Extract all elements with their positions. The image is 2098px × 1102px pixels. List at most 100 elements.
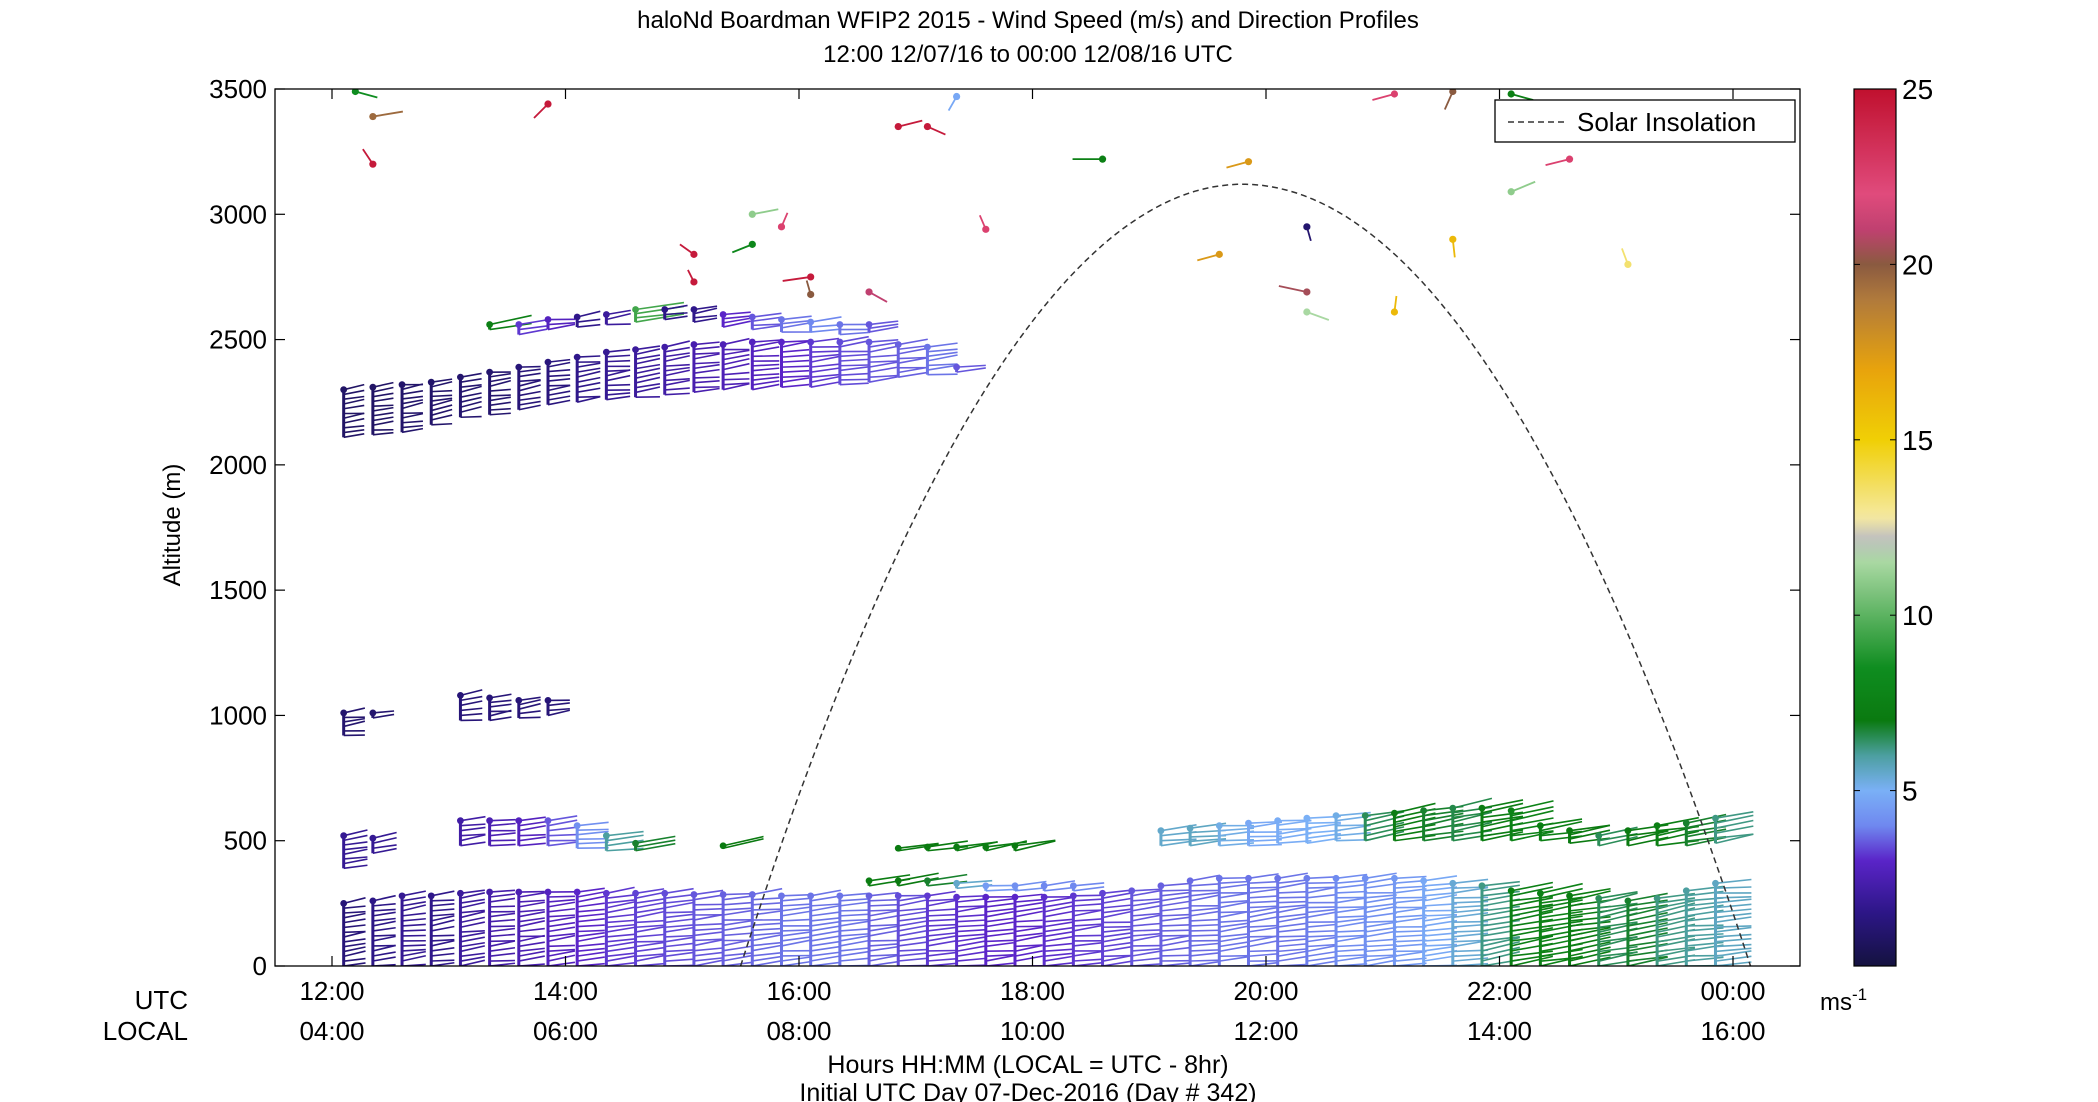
wind-streak [693,947,724,952]
profile-top-dot [398,892,406,900]
profile-top-dot [340,709,348,717]
wind-streak [781,340,810,343]
wind-streak [869,903,899,907]
profile-top-dot [457,691,464,699]
wind-streak [868,925,899,932]
wind-streak [1248,915,1279,923]
wind-streak [810,955,841,962]
wind-streak [518,365,541,368]
wind-streak [1569,916,1611,922]
profile-top-dot [778,316,785,323]
wind-streak [1627,955,1668,962]
wind-streak [1160,891,1191,897]
wind-streak [693,363,720,370]
wind-streak [781,936,812,942]
wind-streak [518,816,546,822]
profile-top-dot [1420,877,1428,885]
profile-top-dot [1186,824,1194,832]
wind-streak [577,830,609,836]
wind-streak [927,364,958,371]
wind-streak [868,375,899,383]
wind-streak [1219,910,1250,914]
local-row-label: LOCAL [103,1016,188,1046]
wind-streak [1336,954,1368,958]
wind-streak [635,898,665,904]
wind-streak [1365,921,1397,928]
wind-streak [664,392,690,396]
wind-streak [781,897,812,902]
wind-streak [460,936,485,943]
wind-streak [1277,955,1308,962]
wind-streak [489,889,516,893]
wind-streak [1160,882,1191,887]
wind-streak [1686,885,1724,892]
profile-top-dot [982,893,990,901]
wind-streak [752,908,783,911]
profile-top-dot [1624,897,1632,905]
wind-streak [518,824,546,832]
wind-streak [839,364,869,367]
wind-streak [1189,910,1221,917]
wind-streak [460,826,486,832]
wind-streak [868,929,899,937]
wind-streak [372,420,394,427]
wind-streak [1014,932,1043,938]
wind-streak [781,956,812,962]
wind-streak [781,340,810,348]
wind-streak [606,938,635,943]
wind-streak [460,959,486,966]
wind-streak [635,946,665,953]
legend-solar-insolation-label: Solar Insolation [1577,107,1756,137]
wind-streak [635,354,661,360]
wind-streak [402,944,426,947]
wind-streak [1160,924,1191,927]
wind-streak [1569,936,1611,947]
wind-streak [372,917,396,922]
wind-streak [1452,811,1493,819]
wind-streak [1365,938,1397,943]
wind-streak [781,315,812,321]
profile-top-dot [544,696,552,704]
wind-streak [1598,945,1638,953]
wind-streak [576,395,601,403]
wind-streak [431,404,453,412]
wind-streak [1190,942,1221,947]
wind-streak [547,895,575,898]
wind-streak [898,952,928,957]
wind-streak [1511,935,1553,942]
wind-streak [460,892,485,899]
wind-streak [635,954,665,962]
wind-streak [372,926,396,932]
wind-streak [1540,899,1583,909]
wind-barb-dot [1244,158,1253,166]
wind-streak [1598,907,1638,919]
wind-streak [781,939,812,947]
profile-top-dot [894,892,902,900]
wind-streak [956,841,998,848]
wind-streak [1219,955,1250,962]
wind-streak [869,360,899,363]
wind-streak [1014,910,1043,918]
wind-streak [664,958,694,962]
wind-streak [1335,955,1368,962]
x-tick-label-utc: 12:00 [299,976,364,1006]
wind-streak [927,840,968,848]
profile-top-dot [573,353,581,361]
wind-streak [547,826,578,832]
wind-streak [1715,908,1752,914]
wind-streak [431,939,455,947]
wind-streak [1073,898,1102,902]
wind-streak [1656,935,1696,943]
wind-streak [1394,906,1427,914]
wind-streak [547,702,570,707]
wind-streak [1481,829,1524,837]
wind-streak [752,944,783,952]
wind-streak [635,924,665,929]
wind-streak [1277,881,1308,889]
wind-streak [460,405,482,414]
wind-streak [635,835,676,845]
wind-streak [752,901,783,906]
wind-streak [752,363,780,367]
wind-streak [1044,955,1073,962]
wind-streak [1306,929,1338,933]
